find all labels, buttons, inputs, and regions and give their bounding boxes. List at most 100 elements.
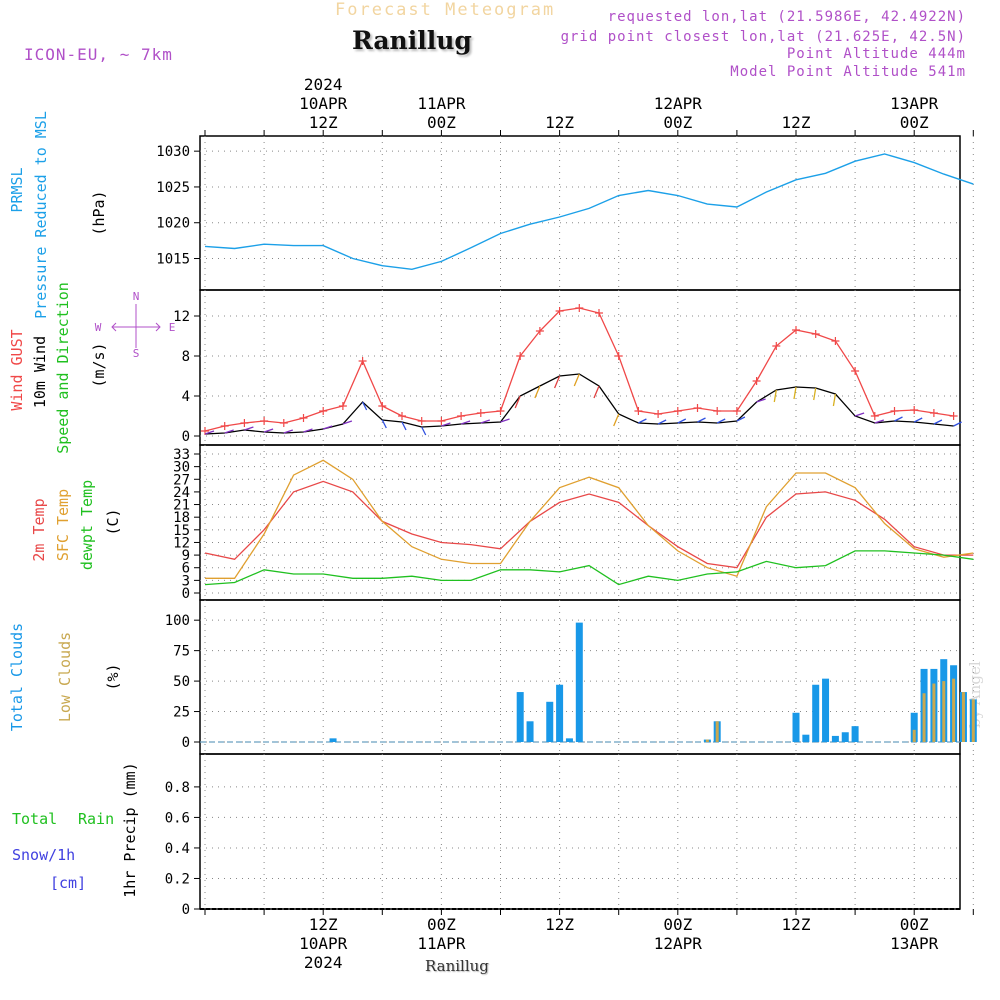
total-cloud-bar	[792, 712, 800, 742]
wind-direction-arrow	[303, 428, 313, 433]
ytick-label-temperature: 27	[173, 472, 190, 488]
panel-frame-pressure	[199, 135, 961, 291]
point-altitude: Point Altitude 444m	[786, 46, 966, 62]
bottom-axis-label: 00Z	[900, 915, 929, 934]
total-cloud-bar	[841, 732, 849, 742]
gust-marker	[516, 352, 525, 360]
gust-marker	[595, 309, 603, 317]
label-prmsl: PRMSL	[8, 167, 26, 212]
wind-direction-arrow	[263, 428, 274, 433]
wind-direction-arrow	[553, 375, 561, 389]
total-cloud-bar	[812, 684, 820, 742]
ytick-label-clouds: 0	[182, 735, 190, 751]
total-cloud-bar	[556, 684, 564, 742]
gust-marker	[752, 377, 761, 385]
low-cloud-bar	[952, 678, 956, 742]
total-cloud-bar	[565, 738, 573, 742]
gust-line	[204, 307, 954, 432]
top-axis-label: 12Z	[782, 113, 811, 132]
bottom-axis-label: 12Z	[309, 915, 338, 934]
top-axis-label: 12APR	[654, 94, 703, 113]
wind-direction-arrow	[933, 419, 943, 425]
ytick-label-precipitation: 0	[182, 902, 190, 918]
gust-marker	[319, 407, 328, 415]
wind-direction-arrow	[441, 422, 451, 427]
gust-marker	[693, 404, 702, 412]
gust-marker	[535, 327, 544, 335]
label-10m-wind: 10m Wind	[31, 336, 49, 408]
panel-frame-wind	[199, 289, 961, 446]
top-axis-label: 12Z	[309, 113, 338, 132]
top-axis-label: 00Z	[427, 113, 456, 132]
gust-marker	[673, 407, 682, 415]
ytick-label-wind: 8	[182, 349, 190, 365]
compass-n: N	[133, 290, 140, 303]
low-cloud-bar	[961, 692, 965, 742]
location-name: Ranillug	[352, 26, 472, 55]
wind-direction-arrow	[514, 395, 521, 409]
wind-direction-arrow	[638, 418, 647, 424]
ytick-label-temperature: 0	[182, 586, 190, 602]
bottom-axis-label: 12APR	[654, 934, 703, 953]
label-cm: [cm]	[50, 874, 86, 892]
compass-w: W	[95, 321, 102, 334]
total-cloud-bar	[910, 712, 918, 742]
bottom-axis-label: 12Z	[782, 915, 811, 934]
ytick-label-clouds: 75	[173, 644, 190, 660]
model-label: ICON-EU, ~ 7km	[24, 45, 173, 64]
requested-coordinates: requested lon,lat (21.5986E, 42.4922N)	[607, 9, 966, 25]
ytick-label-temperature: 21	[173, 498, 190, 514]
gust-marker	[279, 419, 288, 427]
label-hpa: (hPa)	[90, 190, 108, 235]
label-total-clouds: Total Clouds	[8, 623, 26, 731]
wind-direction-arrow	[854, 412, 865, 417]
panel-frame-temperature	[199, 444, 961, 601]
compass-rose	[111, 304, 161, 348]
label-wind-gust: Wind GUST	[8, 329, 26, 410]
label-dewpt-temp: dewpt Temp	[78, 480, 96, 570]
gust-marker	[555, 307, 564, 315]
label-percent: (%)	[104, 663, 122, 690]
label-sfc-temp: SFC Temp	[54, 489, 72, 561]
wind-direction-arrow	[593, 385, 600, 399]
wind-direction-arrow	[874, 419, 885, 424]
wind-direction-arrow	[677, 418, 687, 424]
wind-direction-arrow	[756, 398, 766, 403]
wind-direction-arrow	[534, 385, 541, 399]
ytick-label-temperature: 12	[173, 535, 190, 551]
gust-marker	[338, 402, 347, 410]
bottom-axis-label: 2024	[304, 953, 343, 972]
top-axis-label: 12Z	[545, 113, 574, 132]
gust-marker	[910, 406, 919, 414]
gust-marker	[240, 419, 249, 427]
wind-direction-arrow	[793, 386, 797, 400]
label-pressure-msl: Pressure Reduced to MSL	[32, 111, 50, 319]
ytick-label-pressure: 1030	[156, 144, 190, 160]
low-cloud-bar	[932, 683, 936, 742]
ytick-label-wind: 4	[182, 389, 190, 405]
ytick-label-temperature: 6	[182, 561, 190, 577]
ytick-label-temperature: 15	[173, 523, 190, 539]
gust-marker	[457, 412, 466, 420]
low-cloud-bar	[705, 739, 709, 742]
gust-marker	[811, 330, 820, 338]
wind-direction-arrow	[832, 393, 837, 407]
wind-direction-arrow	[716, 418, 726, 424]
label-1hr-precip: 1hr Precip (mm)	[121, 762, 139, 897]
wind-direction-arrow	[953, 421, 962, 427]
gust-marker	[713, 407, 722, 415]
ytick-label-temperature: 9	[182, 548, 190, 564]
total-cloud-bar	[575, 622, 583, 742]
low-cloud-bar	[971, 699, 975, 742]
low-cloud-bar	[715, 721, 719, 742]
wind-direction-arrow	[480, 419, 491, 424]
gust-marker	[614, 352, 623, 360]
label-low-clouds: Low Clouds	[56, 632, 74, 722]
bottom-axis-label: 12Z	[545, 915, 574, 934]
low-cloud-bar	[912, 729, 916, 742]
ytick-label-temperature: 18	[173, 510, 190, 526]
gust-marker	[260, 417, 269, 425]
compass-e: E	[169, 321, 176, 334]
top-axis-label: 2024	[304, 75, 343, 94]
top-axis-label: 13APR	[890, 94, 939, 113]
